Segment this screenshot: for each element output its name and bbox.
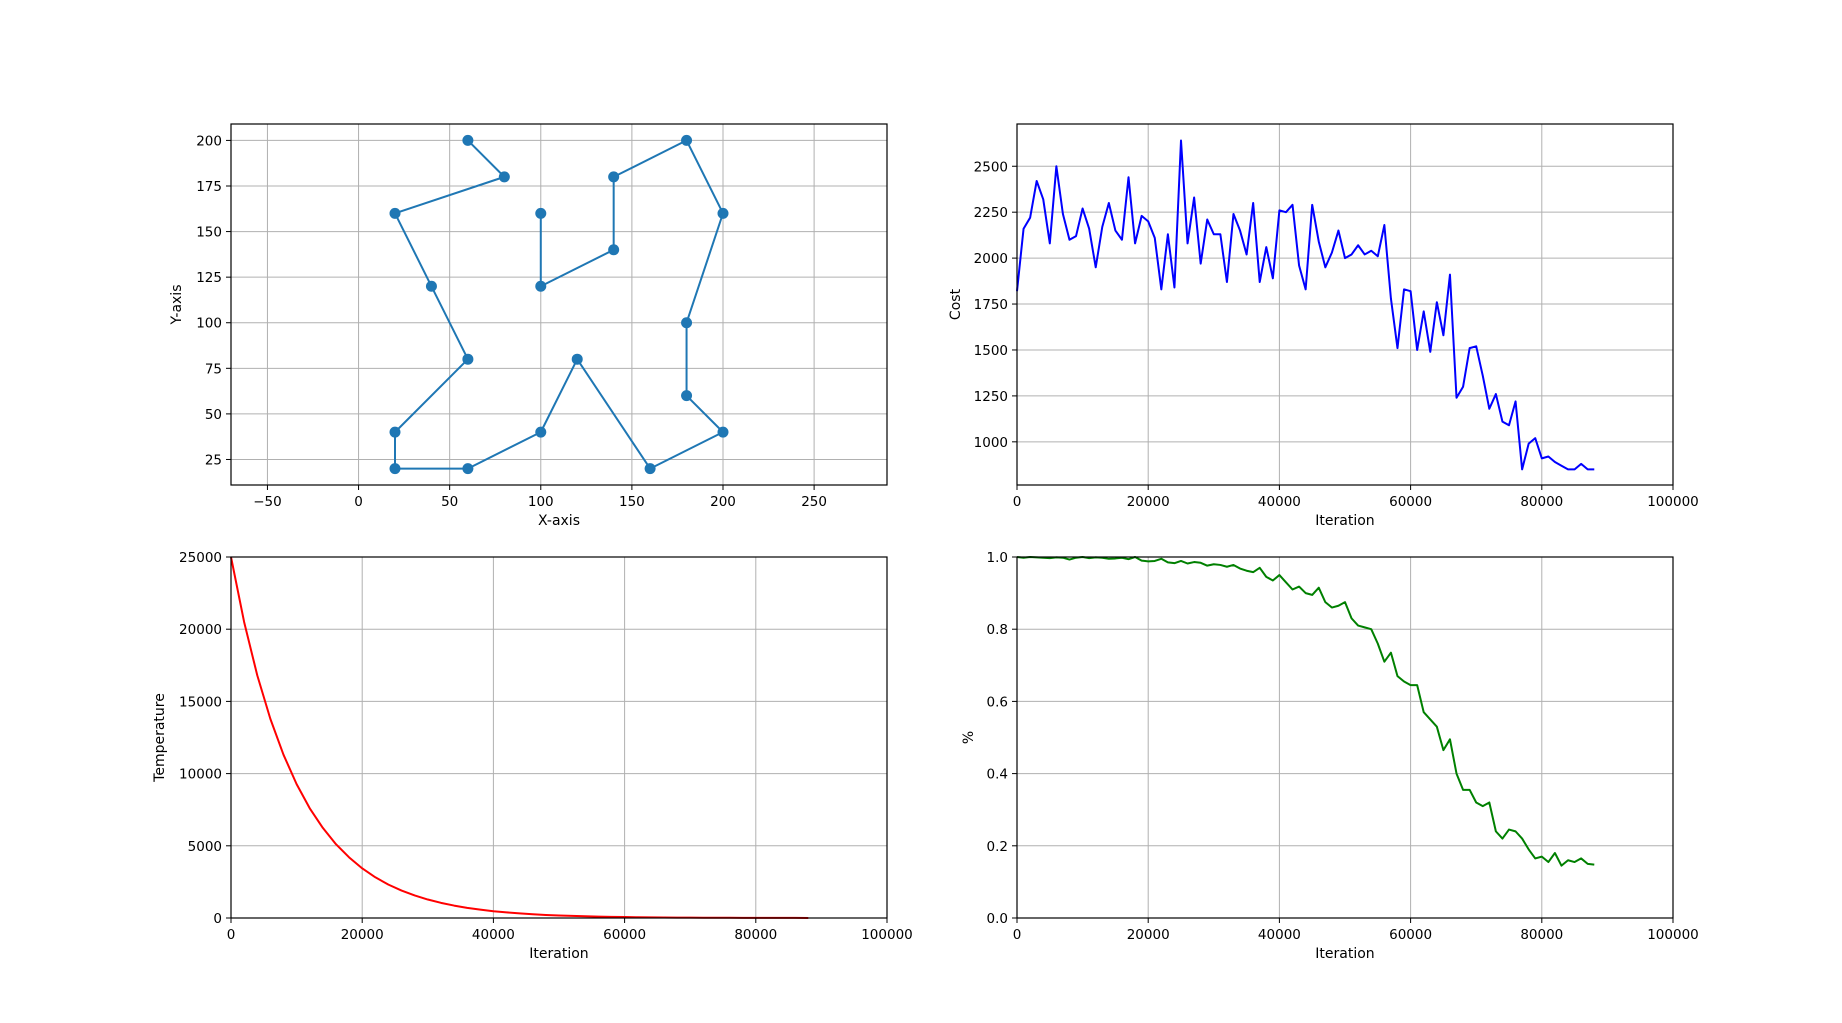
route-data-point bbox=[389, 426, 401, 438]
temperature-plot-area bbox=[231, 557, 887, 918]
subplot-temperature: 0 20000 40000 60000 80000 100000 0 5000 10000 150… bbox=[152, 550, 913, 962]
cost-x-tick-label: 40000 bbox=[1258, 494, 1301, 510]
cost-y-tick-label: 2000 bbox=[974, 251, 1008, 267]
route-data-point bbox=[571, 353, 583, 365]
temperature-axes-frame bbox=[230, 556, 888, 919]
percent-x-axis-label: Iteration bbox=[1315, 946, 1374, 962]
subplot-route: −50 0 50 100 150 200 250 25 50 75 100 125 150 175 200 X… bbox=[169, 123, 888, 529]
route-data-point bbox=[462, 353, 474, 365]
route-y-tick-label: 75 bbox=[205, 361, 222, 377]
cost-y-tick-label: 1000 bbox=[974, 435, 1008, 451]
percent-x-tick-label: 20000 bbox=[1127, 927, 1170, 943]
temperature-y-axis-label: Temperature bbox=[152, 693, 168, 783]
route-x-tick-label: 50 bbox=[441, 494, 458, 510]
percent-x-tick-label: 100000 bbox=[1647, 927, 1699, 943]
route-y-tick-label: 125 bbox=[196, 270, 222, 286]
route-series-line bbox=[394, 139, 724, 470]
percent-y-tick-label: 0.4 bbox=[987, 767, 1008, 783]
cost-x-axis-label: Iteration bbox=[1315, 513, 1374, 529]
route-y-tick-label: 25 bbox=[205, 452, 222, 468]
temperature-x-axis-label: Iteration bbox=[529, 946, 588, 962]
percent-y-tick-label: 0.2 bbox=[987, 839, 1008, 855]
route-data-point bbox=[425, 280, 437, 292]
route-x-tick-label: −50 bbox=[253, 494, 282, 510]
temperature-x-tick-label: 20000 bbox=[341, 927, 384, 943]
route-data-point bbox=[462, 463, 474, 475]
cost-x-tick-label: 100000 bbox=[1647, 494, 1699, 510]
percent-x-tick-label: 40000 bbox=[1258, 927, 1301, 943]
percent-y-tick-label: 0.0 bbox=[987, 911, 1008, 927]
route-x-tick-label: 100 bbox=[528, 494, 554, 510]
cost-x-tick-label: 60000 bbox=[1389, 494, 1432, 510]
temperature-y-tick-label: 20000 bbox=[179, 622, 222, 638]
temperature-x-tick-label: 100000 bbox=[861, 927, 913, 943]
route-data-point bbox=[608, 171, 620, 183]
route-data-point bbox=[535, 426, 547, 438]
route-data-point bbox=[535, 207, 547, 219]
temperature-y-tick-label: 0 bbox=[213, 911, 222, 927]
route-data-point bbox=[717, 207, 729, 219]
route-data-point bbox=[498, 171, 510, 183]
route-y-tick-label: 50 bbox=[205, 407, 222, 423]
route-x-tick-label: 250 bbox=[801, 494, 827, 510]
route-x-tick-label: 150 bbox=[619, 494, 645, 510]
route-data-point bbox=[681, 317, 693, 329]
percent-y-axis-label: % bbox=[961, 731, 977, 744]
temperature-x-tick-label: 0 bbox=[227, 927, 236, 943]
cost-x-tick-label: 80000 bbox=[1520, 494, 1563, 510]
route-x-tick-label: 200 bbox=[710, 494, 736, 510]
route-data-point bbox=[644, 463, 656, 475]
route-y-tick-label: 175 bbox=[196, 179, 222, 195]
cost-y-tick-label: 1250 bbox=[974, 389, 1008, 405]
temperature-x-tick-label: 80000 bbox=[734, 927, 777, 943]
percent-y-tick-label: 0.8 bbox=[987, 622, 1008, 638]
route-data-point bbox=[535, 280, 547, 292]
route-y-tick-label: 100 bbox=[196, 316, 222, 332]
cost-y-tick-label: 2500 bbox=[974, 159, 1008, 175]
percent-axes-frame bbox=[1016, 556, 1674, 919]
percent-x-tick-label: 0 bbox=[1013, 927, 1022, 943]
percent-y-tick-label: 0.6 bbox=[987, 694, 1008, 710]
route-data-point bbox=[389, 463, 401, 475]
cost-y-axis-label: Cost bbox=[948, 288, 964, 320]
route-axes-frame bbox=[230, 123, 888, 486]
temperature-y-tick-label: 5000 bbox=[188, 839, 222, 855]
cost-x-tick-label: 0 bbox=[1013, 494, 1022, 510]
route-data-point bbox=[681, 390, 693, 402]
cost-series-line bbox=[1016, 139, 1595, 471]
percent-y-tick-label: 1.0 bbox=[987, 550, 1008, 566]
route-data-point bbox=[608, 244, 620, 256]
route-y-axis-label: Y-axis bbox=[169, 285, 185, 326]
cost-y-tick-label: 1750 bbox=[974, 297, 1008, 313]
subplot-percent: 0 20000 40000 60000 80000 100000 0.0 0.2 0.4 0.6 0… bbox=[961, 550, 1699, 962]
route-plot-area bbox=[231, 124, 887, 485]
temperature-y-tick-label: 25000 bbox=[179, 550, 222, 566]
temperature-y-tick-label: 10000 bbox=[179, 767, 222, 783]
cost-y-tick-label: 1500 bbox=[974, 343, 1008, 359]
route-x-tick-label: 0 bbox=[354, 494, 363, 510]
percent-plot-area bbox=[1017, 557, 1673, 918]
temperature-x-tick-label: 60000 bbox=[603, 927, 646, 943]
subplot-cost: 0 20000 40000 60000 80000 100000 1000 1250 1500 1… bbox=[948, 123, 1699, 529]
cost-y-tick-label: 2250 bbox=[974, 205, 1008, 221]
route-y-tick-label: 150 bbox=[196, 225, 222, 241]
route-x-axis-label: X-axis bbox=[538, 513, 580, 529]
percent-x-tick-label: 60000 bbox=[1389, 927, 1432, 943]
percent-series-line bbox=[1016, 556, 1595, 867]
temperature-x-tick-label: 40000 bbox=[472, 927, 515, 943]
percent-x-tick-label: 80000 bbox=[1520, 927, 1563, 943]
cost-x-tick-label: 20000 bbox=[1127, 494, 1170, 510]
route-y-tick-label: 200 bbox=[196, 133, 222, 149]
route-data-point bbox=[462, 134, 474, 146]
temperature-y-tick-label: 15000 bbox=[179, 694, 222, 710]
route-data-point bbox=[681, 134, 693, 146]
route-data-point bbox=[389, 207, 401, 219]
route-data-point bbox=[717, 426, 729, 438]
